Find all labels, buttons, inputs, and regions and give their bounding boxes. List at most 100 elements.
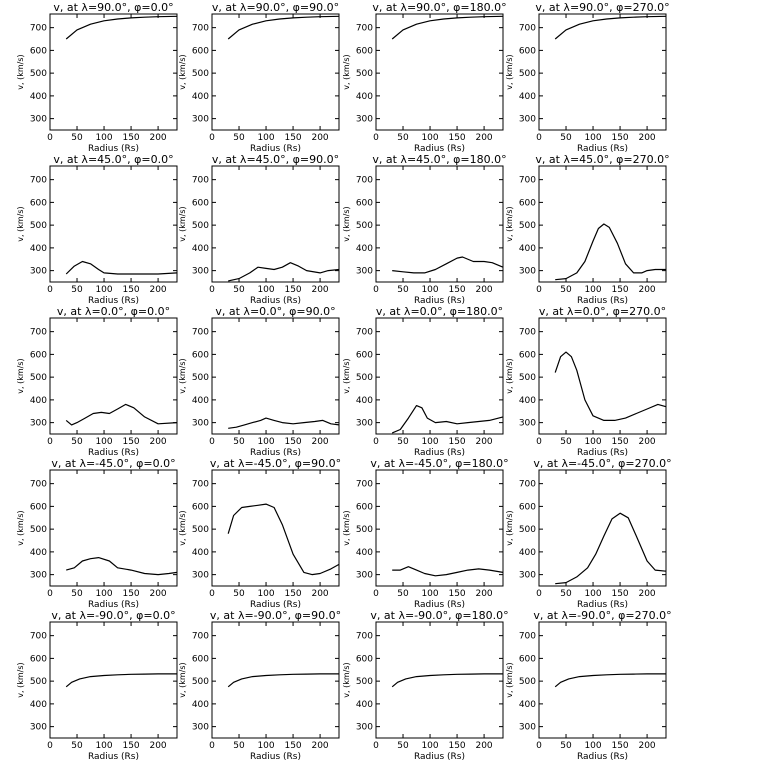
x-tick-label: 150 <box>448 741 465 751</box>
series-line <box>391 15 504 40</box>
y-tick-label: 500 <box>356 677 373 687</box>
x-tick-label: 0 <box>536 133 542 143</box>
y-tick-label: 700 <box>192 24 209 34</box>
y-tick-label: 400 <box>30 548 47 558</box>
x-tick-label: 0 <box>373 589 379 599</box>
x-tick-label: 150 <box>284 741 301 751</box>
y-tick-label: 600 <box>519 46 536 56</box>
y-tick-label: 400 <box>519 700 536 710</box>
series-line <box>227 15 340 40</box>
plot-frame <box>49 317 178 435</box>
panel: v, at λ=-90.0°, φ=270.0° 0 50 100 150 200 300 4… <box>505 609 672 762</box>
y-tick-label: 500 <box>356 373 373 383</box>
x-tick-label: 0 <box>209 437 215 447</box>
y-tick-label: 600 <box>30 654 47 664</box>
x-tick-label: 50 <box>560 741 572 751</box>
y-tick-label: 300 <box>192 571 209 581</box>
y-tick-label: 400 <box>356 92 373 102</box>
x-tick-label: 200 <box>149 741 166 751</box>
y-tick-label: 600 <box>356 502 373 512</box>
y-tick-label: 700 <box>356 176 373 186</box>
plot-frame <box>375 317 504 435</box>
panel-title: v, at λ=45.0°, φ=180.0° <box>372 153 506 166</box>
y-tick-label: 400 <box>192 244 209 254</box>
panel-title: v, at λ=-45.0°, φ=0.0° <box>51 457 175 470</box>
x-axis-label: Radius (Rs) <box>414 448 465 458</box>
y-tick-label: 500 <box>519 373 536 383</box>
x-tick-label: 0 <box>209 133 215 143</box>
panel: v, at λ=-45.0°, φ=90.0° 0 50 100 150 200 300 40… <box>178 457 341 610</box>
x-tick-label: 50 <box>71 741 83 751</box>
x-tick-label: 50 <box>71 589 83 599</box>
panel: v, at λ=-45.0°, φ=0.0° 0 50 100 150 200 300 400… <box>16 457 178 610</box>
y-tick-label: 700 <box>30 176 47 186</box>
y-axis-label: v, (km/s) <box>16 358 25 393</box>
x-tick-label: 50 <box>233 741 245 751</box>
y-tick-label: 600 <box>192 654 209 664</box>
y-tick-label: 300 <box>356 419 373 429</box>
panel: v, at λ=90.0°, φ=0.0° 0 50 100 150 200 300 400 5… <box>16 1 178 154</box>
y-tick-label: 300 <box>192 723 209 733</box>
x-tick-label: 100 <box>257 437 274 447</box>
x-tick-label: 200 <box>149 589 166 599</box>
x-tick-label: 100 <box>584 741 601 751</box>
x-tick-label: 0 <box>209 741 215 751</box>
plot-frame <box>375 621 504 739</box>
y-tick-label: 500 <box>192 221 209 231</box>
y-axis-label: v, (km/s) <box>178 206 187 241</box>
x-tick-label: 200 <box>311 437 328 447</box>
y-tick-label: 500 <box>519 677 536 687</box>
y-tick-label: 300 <box>519 571 536 581</box>
y-tick-label: 700 <box>356 328 373 338</box>
x-tick-label: 100 <box>584 437 601 447</box>
series-line <box>65 403 178 426</box>
x-tick-label: 100 <box>584 589 601 599</box>
y-tick-label: 500 <box>192 373 209 383</box>
y-tick-label: 400 <box>192 700 209 710</box>
x-tick-label: 50 <box>397 741 409 751</box>
panel: v, at λ=45.0°, φ=270.0° 0 50 100 150 200 300 40… <box>505 153 670 306</box>
panel: v, at λ=-45.0°, φ=180.0° 0 50 100 150 200 300 4… <box>342 457 509 610</box>
x-tick-label: 0 <box>47 285 53 295</box>
x-axis-label: Radius (Rs) <box>88 448 139 458</box>
x-axis-label: Radius (Rs) <box>577 600 628 610</box>
x-tick-label: 50 <box>560 285 572 295</box>
x-tick-label: 200 <box>475 741 492 751</box>
y-tick-label: 500 <box>30 373 47 383</box>
y-tick-label: 600 <box>356 198 373 208</box>
panel: v, at λ=0.0°, φ=90.0° 0 50 100 150 200 300 400 5… <box>178 305 340 458</box>
x-tick-label: 0 <box>373 285 379 295</box>
y-tick-label: 300 <box>356 115 373 125</box>
y-tick-label: 400 <box>519 548 536 558</box>
x-tick-label: 200 <box>311 589 328 599</box>
x-tick-label: 50 <box>397 133 409 143</box>
y-tick-label: 700 <box>519 480 536 490</box>
plot-frame <box>211 317 340 435</box>
x-axis-label: Radius (Rs) <box>414 296 465 306</box>
y-tick-label: 400 <box>356 548 373 558</box>
plot-frame <box>49 165 178 283</box>
x-tick-label: 100 <box>421 741 438 751</box>
x-tick-label: 200 <box>638 741 655 751</box>
y-tick-label: 400 <box>519 92 536 102</box>
x-axis-label: Radius (Rs) <box>414 600 465 610</box>
y-tick-label: 400 <box>356 396 373 406</box>
y-tick-label: 300 <box>30 115 47 125</box>
x-axis-label: Radius (Rs) <box>577 448 628 458</box>
plot-frame <box>211 469 340 587</box>
y-tick-label: 700 <box>356 632 373 642</box>
y-axis-label: v, (km/s) <box>505 206 514 241</box>
series-line <box>66 556 178 576</box>
y-tick-label: 600 <box>192 350 209 360</box>
x-tick-label: 150 <box>284 133 301 143</box>
y-tick-label: 600 <box>356 654 373 664</box>
x-tick-label: 150 <box>448 589 465 599</box>
x-tick-label: 50 <box>233 133 245 143</box>
x-tick-label: 50 <box>397 285 409 295</box>
x-tick-label: 200 <box>638 133 655 143</box>
x-tick-label: 0 <box>536 437 542 447</box>
y-tick-label: 500 <box>519 525 536 535</box>
y-tick-label: 400 <box>192 396 209 406</box>
x-tick-label: 50 <box>71 285 83 295</box>
x-tick-label: 50 <box>71 133 83 143</box>
